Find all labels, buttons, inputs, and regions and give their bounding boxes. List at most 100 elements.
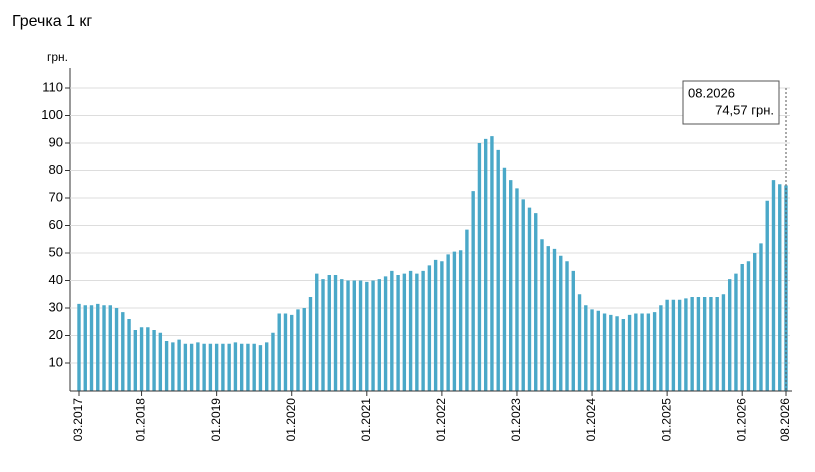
bar — [584, 305, 588, 391]
bar — [333, 275, 338, 391]
bar — [465, 229, 469, 391]
bar — [302, 308, 306, 391]
bar — [177, 339, 181, 391]
bar — [640, 313, 644, 391]
x-tick-label: 01.2024 — [584, 398, 598, 442]
bar — [227, 343, 231, 391]
y-tick-label: 10 — [49, 354, 63, 369]
bar — [727, 279, 732, 391]
bar — [521, 199, 525, 391]
bar — [214, 343, 219, 391]
bar — [546, 246, 550, 391]
bar — [189, 343, 194, 391]
bar — [358, 280, 363, 391]
bar — [433, 259, 438, 391]
x-tick-label: 03.2017 — [71, 398, 85, 442]
bar — [690, 297, 694, 391]
bar — [233, 342, 238, 391]
bar — [152, 330, 156, 391]
chart-title: Гречка 1 кг — [12, 13, 92, 30]
x-tick-label: 01.2019 — [209, 398, 223, 442]
bar — [458, 250, 463, 391]
bar — [659, 305, 663, 391]
bar — [315, 273, 319, 391]
bar — [515, 188, 519, 391]
bar — [621, 319, 626, 391]
bar — [183, 343, 188, 391]
x-tick-label: 08.2026 — [778, 398, 792, 442]
bar — [296, 309, 300, 391]
bar — [252, 343, 256, 391]
bar — [527, 207, 532, 391]
bar — [121, 312, 125, 391]
tooltip-box — [682, 80, 780, 125]
y-tick-label: 50 — [49, 244, 63, 259]
bar — [565, 261, 569, 391]
bar — [746, 261, 751, 391]
bar — [239, 343, 244, 391]
bar — [127, 319, 131, 391]
bar — [590, 309, 594, 391]
bar — [702, 297, 707, 391]
y-tick-label: 110 — [42, 79, 63, 94]
bar — [283, 313, 288, 391]
bar — [471, 191, 475, 391]
bar — [627, 314, 632, 391]
bar — [534, 213, 538, 391]
bar — [108, 305, 112, 391]
bar — [646, 313, 651, 391]
bar — [277, 313, 281, 391]
y-tick-label: 90 — [49, 134, 63, 149]
y-tick-label: 40 — [49, 272, 63, 287]
bar — [540, 239, 544, 391]
bar — [390, 270, 394, 391]
bar — [452, 251, 457, 391]
bar — [133, 330, 138, 391]
x-tick-label: 01.2023 — [509, 398, 523, 442]
bar — [734, 273, 738, 391]
bar — [96, 303, 100, 391]
bar — [139, 327, 144, 391]
bar — [396, 275, 400, 391]
bar — [502, 167, 507, 391]
bar — [221, 343, 225, 391]
bar — [602, 313, 607, 391]
x-tick-label: 01.2020 — [284, 398, 298, 442]
bar — [271, 332, 275, 391]
bar — [740, 264, 744, 391]
bar — [652, 312, 657, 391]
y-tick-label: 80 — [49, 162, 63, 177]
bar — [665, 299, 669, 391]
bar — [427, 265, 432, 391]
bar — [596, 310, 601, 391]
bar — [327, 275, 331, 391]
bar — [496, 149, 500, 391]
bar — [158, 332, 163, 391]
y-tick-label: 70 — [49, 189, 63, 204]
bar — [559, 255, 563, 391]
tooltip-value: 74,57 грн. — [715, 102, 774, 117]
bar — [408, 270, 413, 391]
bar — [759, 243, 763, 391]
bar — [753, 253, 757, 391]
bar — [83, 305, 87, 391]
bar — [114, 308, 119, 391]
bar — [715, 297, 719, 391]
y-tick-label: 30 — [49, 299, 63, 314]
bar — [352, 280, 356, 391]
bar — [477, 143, 482, 391]
bar — [771, 180, 776, 391]
bar — [258, 345, 263, 391]
bar — [346, 280, 350, 391]
bar — [340, 279, 344, 391]
bar — [615, 316, 619, 391]
bar — [77, 303, 81, 391]
bar — [264, 342, 269, 391]
bar — [196, 342, 200, 391]
y-axis-label: грн. — [47, 50, 68, 64]
bar — [377, 279, 382, 391]
y-tick-label: 20 — [49, 327, 63, 342]
bar — [765, 200, 769, 391]
y-tick-label: 60 — [49, 217, 63, 232]
bar — [671, 299, 676, 391]
